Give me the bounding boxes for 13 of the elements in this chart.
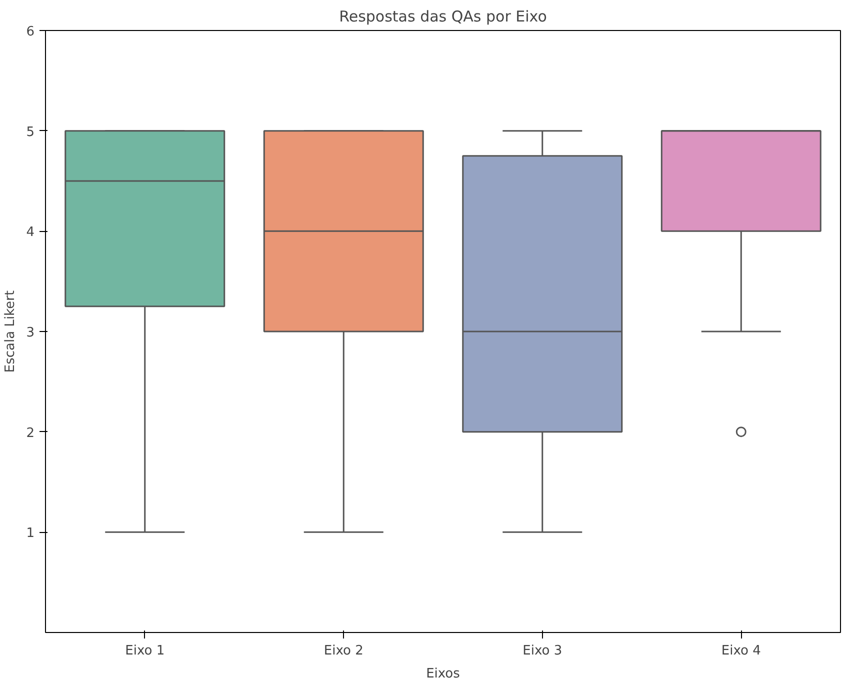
x-tick-label: Eixo 3 bbox=[522, 644, 562, 658]
y-tick-label: 2 bbox=[26, 426, 35, 441]
y-axis-title: Escala Likert bbox=[3, 290, 18, 373]
y-tick-label: 3 bbox=[26, 326, 35, 340]
y-tick-label: 4 bbox=[26, 225, 35, 240]
x-tick-label: Eixo 2 bbox=[324, 644, 364, 658]
x-axis-title: Eixos bbox=[426, 666, 460, 682]
chart-title: Respostas das QAs por Eixo bbox=[339, 8, 547, 26]
y-tick-label: 1 bbox=[26, 526, 35, 542]
y-tick-label: 6 bbox=[26, 24, 35, 40]
x-tick-label: Eixo 1 bbox=[125, 644, 165, 658]
y-tick-label: 5 bbox=[26, 124, 35, 140]
x-tick-label: Eixo 4 bbox=[721, 644, 761, 658]
